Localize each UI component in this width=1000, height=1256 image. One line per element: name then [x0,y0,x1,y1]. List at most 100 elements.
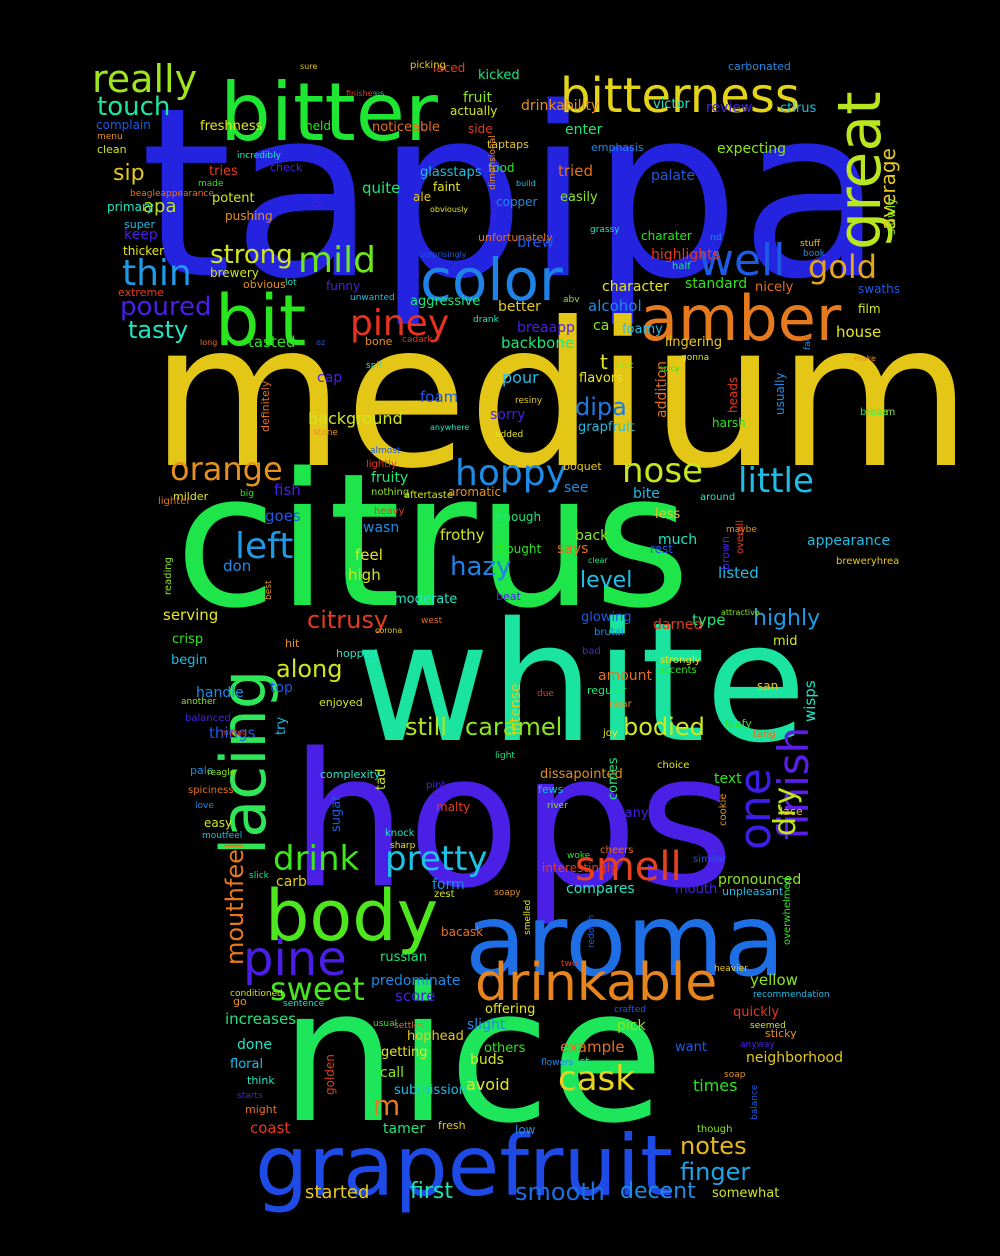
cloud-word-unwanted: unwanted [350,293,395,303]
cloud-word-breweryhrea: breweryhrea [836,556,899,567]
cloud-word-handle: handle [196,685,244,701]
cloud-word-type: type [692,611,726,629]
cloud-word-copper: copper [496,195,538,209]
cloud-word-obviously: obviously [430,205,468,214]
cloud-word-submission: submission [394,1083,467,1098]
cloud-word-heavier: heavier [714,964,748,974]
cloud-word-best: best [264,580,274,600]
cloud-word-interestingly: interestingly [542,861,617,875]
cloud-word-expecting: expecting [717,141,786,157]
cloud-word-cask: cask [558,1059,635,1099]
cloud-word-crafted: crafted [614,1005,646,1015]
cloud-word-least: least [563,1055,590,1068]
cloud-word-times: times [693,1076,737,1095]
cloud-word-finishes: finishes [346,89,377,98]
cloud-word-goes: goes [265,507,301,525]
cloud-word-bite: bite [633,486,660,502]
cloud-word-surprisingly: surprisingly [420,250,467,259]
cloud-word-heavy: heavy [374,506,405,517]
cloud-word-score: score [395,987,435,1005]
cloud-word-stuff: stuff [800,239,821,249]
cloud-word-color: color [420,246,563,314]
cloud-word-leafy: leafy [725,717,752,730]
cloud-word-dry: dry [768,787,803,836]
cloud-word-finish: finish [769,727,818,840]
cloud-word-oz: oz [316,338,325,347]
cloud-word-avoid: avoid [466,1075,510,1094]
cloud-word-less: less [655,507,680,522]
cloud-word-aroma: aroma [465,882,785,999]
cloud-word-pronounced: pronounced [718,872,801,888]
cloud-word-neighborhood: neighborhood [746,1050,843,1066]
cloud-word-reagle: reagle [207,768,236,778]
cloud-word-house: house [836,323,881,341]
cloud-word-added: added [495,430,523,440]
cloud-word-regular: regular [587,684,627,697]
cloud-word-wisps: wisps [801,680,819,722]
cloud-word-bone: bone [365,335,393,348]
cloud-word-grapefruit: grapefruit [255,1117,673,1215]
cloud-word-somewhat: somewhat [712,1186,779,1201]
cloud-word-dipa: dipa [575,393,627,421]
cloud-word-lace: lace [780,805,803,818]
cloud-word-better: better [498,299,541,315]
cloud-word-check: check [270,161,303,174]
cloud-word-tad: tad [374,769,389,790]
cloud-word-accents: accents [658,665,697,676]
cloud-word-buds: buds [470,1052,504,1068]
cloud-word-back: back [575,528,609,544]
cloud-word-begin: begin [171,653,207,668]
cloud-word-near: near [609,699,633,710]
cloud-word-ale: ale [413,190,431,204]
cloud-word-aggressive: aggressive [410,294,480,309]
cloud-word-t: t [600,350,608,374]
cloud-word-much: much [658,532,697,548]
cloud-word-slowly: slowly [884,198,898,235]
cloud-word-pint: pint [426,780,445,791]
cloud-word-woke: woke [567,851,591,861]
cloud-word-level: level [580,568,632,593]
cloud-word-lingering: lingering [665,335,722,350]
cloud-word-little: little [738,461,814,501]
cloud-word-grapfruit: grapfruit [578,420,635,435]
cloud-word-pine: pine [243,931,347,987]
cloud-word-others: others [484,1041,526,1056]
cloud-word-almost: almost [370,446,401,456]
cloud-word-milder: milder [173,490,209,503]
cloud-word-flowers: flowers [541,1058,574,1068]
cloud-word-first: first [410,1179,453,1204]
cloud-word-hit: hit [285,637,300,650]
cloud-word-choice: choice [657,760,689,771]
cloud-word-white: white [355,587,807,779]
cloud-word-mouth: mouth [675,882,717,897]
cloud-word-conditioned: conditioned [230,989,283,999]
cloud-word-beagleappearance: beagleappearance [130,189,214,199]
cloud-word-done: done [237,1037,272,1053]
cloud-word-gonna: gonna [681,353,709,363]
cloud-word-easy: easy [204,816,232,830]
cloud-word-nd: nd [710,233,721,243]
cloud-word-form: form [432,877,465,893]
cloud-word-low: low [515,1123,536,1137]
cloud-word-long: long [200,338,217,347]
cloud-word-usual: usual [373,1019,397,1029]
cloud-word-tried: tried [558,162,593,180]
cloud-word-west: west [421,616,443,626]
cloud-word-gold: gold [808,248,877,286]
cloud-word-sorry: sorry [490,407,525,423]
cloud-word-sip: sip [113,161,145,186]
cloud-word-make: make [854,354,876,363]
cloud-word-glowing: glowing [581,610,632,625]
cloud-word-half: half [672,261,691,272]
cloud-word-keep: keep [124,227,158,243]
cloud-word-knock: knock [385,828,415,839]
cloud-word-slight: slight [467,1017,506,1033]
cloud-word-tasted: tasted [248,333,296,351]
cloud-word-really: really [92,57,197,101]
cloud-word-us: us [375,89,384,98]
cloud-word-nothing: nothing [371,487,409,498]
cloud-word-want: want [675,1040,707,1055]
cloud-word-super: super [124,218,155,231]
cloud-word-nose: nose [622,451,703,491]
